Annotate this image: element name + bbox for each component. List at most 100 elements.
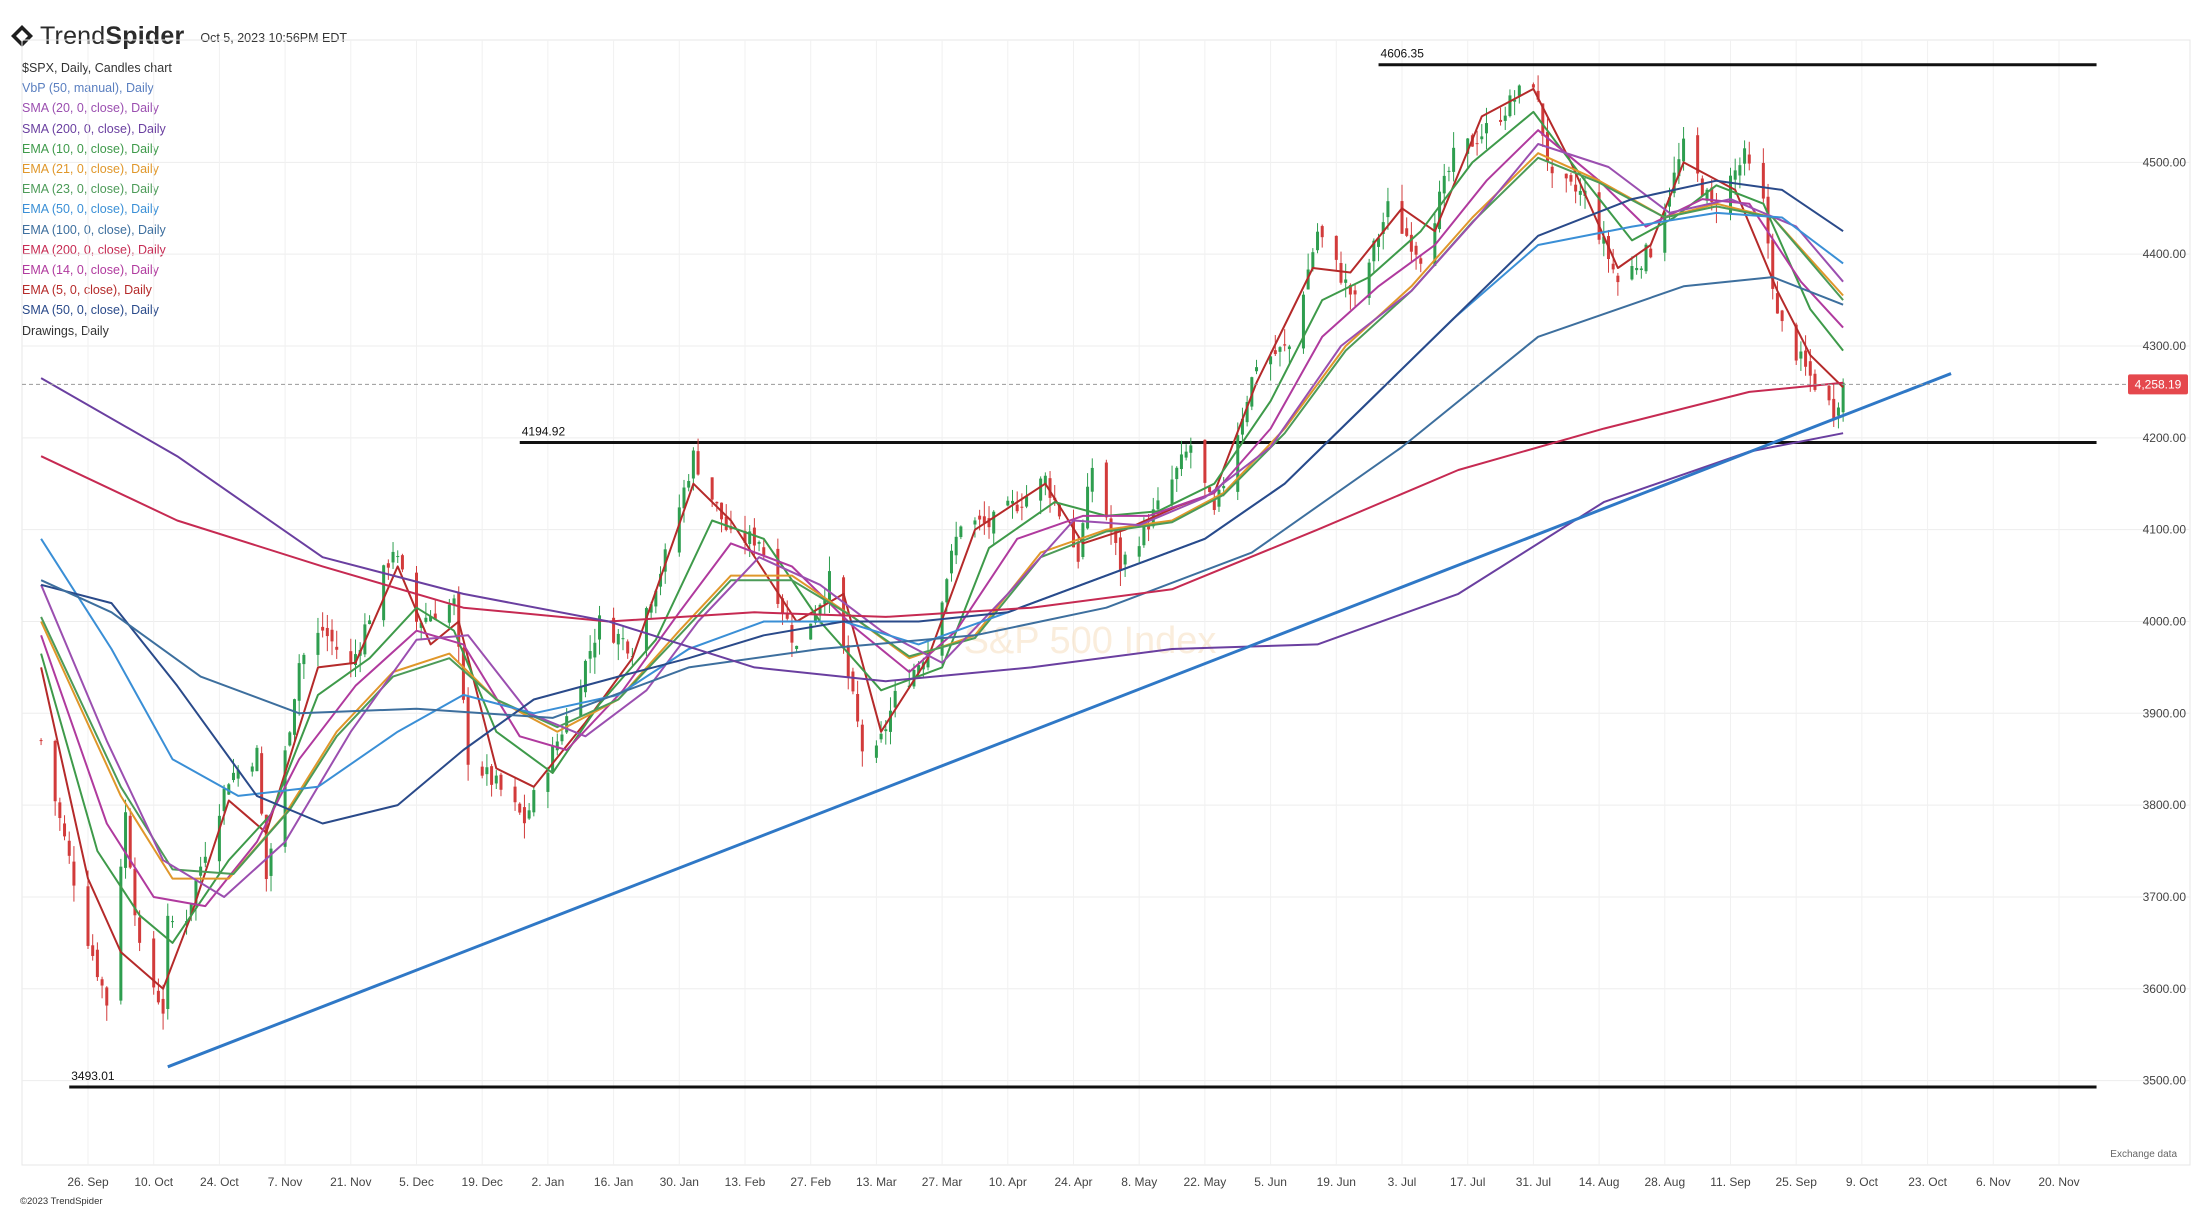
candle-body (1602, 236, 1606, 244)
candle (480, 761, 484, 779)
candle-body (349, 651, 353, 665)
candle (100, 976, 104, 999)
x-tick-label: 10. Apr (989, 1175, 1027, 1189)
candle-body (546, 772, 550, 792)
legend-item[interactable]: $SPX, Daily, Candles chart (22, 61, 172, 75)
candle (1804, 335, 1808, 376)
plot-area (21, 39, 2191, 1166)
candle-body (1743, 148, 1747, 164)
candle-body (1147, 524, 1151, 530)
candle (823, 587, 827, 616)
candle-body (691, 450, 695, 479)
candle-body (809, 623, 813, 640)
candle (1405, 217, 1409, 238)
candle (776, 538, 780, 609)
legend-item[interactable]: EMA (21, 0, close), Daily (22, 162, 159, 177)
candle-body (1484, 123, 1488, 134)
candle (1367, 258, 1371, 305)
candle-body (917, 665, 921, 674)
x-tick-label: 23. Oct (1908, 1175, 1947, 1189)
candle-body (335, 646, 339, 650)
candle (593, 628, 597, 674)
candle (1677, 142, 1681, 184)
candle (1508, 89, 1512, 118)
candle (490, 763, 494, 797)
candle (382, 564, 386, 627)
candle-body (1072, 519, 1075, 548)
candle-body (429, 616, 433, 622)
legend-item[interactable]: SMA (20, 0, close), Daily (22, 101, 159, 116)
legend-item[interactable]: EMA (10, 0, close), Daily (22, 141, 159, 156)
candle-body (424, 617, 428, 622)
candle (954, 521, 958, 565)
candle (466, 687, 470, 781)
legend-item[interactable]: EMA (50, 0, close), Daily (22, 202, 159, 217)
candle-body (217, 815, 221, 862)
candle-body (1015, 504, 1019, 512)
legend-item[interactable]: SMA (50, 0, close), Daily (22, 303, 159, 318)
candle (119, 858, 123, 1005)
candle-body (1184, 451, 1188, 458)
candle (1475, 130, 1479, 156)
x-tick-label: 7. Nov (268, 1175, 303, 1189)
candle (353, 639, 357, 677)
candle-body (752, 527, 756, 546)
candle (325, 614, 329, 652)
candle-body (1344, 279, 1348, 283)
legend-item[interactable]: EMA (23, 0, close), Daily (22, 182, 159, 197)
candle-body (654, 590, 658, 607)
candle (696, 438, 700, 476)
candle (1780, 309, 1784, 332)
legend-item[interactable]: EMA (5, 0, close), Daily (22, 283, 152, 298)
candle (612, 607, 616, 644)
candle-body (1020, 506, 1024, 508)
legend-item[interactable]: SMA (200, 0, close), Daily (22, 121, 166, 136)
candle (949, 544, 953, 582)
candle-body (1827, 385, 1831, 401)
candle-body (527, 810, 531, 819)
candle (53, 739, 57, 816)
candle (1278, 346, 1282, 367)
candle (973, 517, 977, 538)
candle-body (419, 622, 423, 628)
candle-body (992, 511, 996, 534)
candle (1353, 284, 1357, 308)
candle-body (1597, 192, 1601, 240)
legend-item[interactable]: EMA (14, 0, close), Daily (22, 263, 159, 278)
legend-item[interactable]: EMA (200, 0, close), Daily (22, 242, 166, 257)
candle-body (1301, 294, 1305, 349)
candle-body (593, 642, 597, 658)
candle-body (710, 477, 714, 500)
candle (1255, 359, 1259, 375)
legend-item[interactable]: Drawings, Daily (22, 323, 109, 338)
legend-item[interactable]: EMA (100, 0, close), Daily (22, 222, 166, 237)
candle-body (1409, 234, 1413, 252)
horizontal-level-label: 4194.92 (522, 424, 566, 438)
candle-body (748, 531, 752, 544)
candle (363, 613, 367, 658)
candle-body (1010, 500, 1014, 504)
candle (1245, 395, 1249, 427)
candle (316, 617, 320, 667)
candle-body (560, 734, 564, 742)
candle (105, 986, 109, 1021)
y-tick-label: 4400.00 (2143, 247, 2187, 261)
candle-body (39, 740, 43, 742)
candle-body (1414, 245, 1418, 255)
candle-body (1156, 500, 1160, 510)
candle (1639, 266, 1643, 279)
copyright-footer: ©2023 TrendSpider (20, 1196, 103, 1207)
candle-body (1611, 263, 1615, 270)
candle-body (400, 555, 404, 570)
candle-body (490, 766, 494, 785)
candle (522, 794, 526, 839)
candle-body (1804, 350, 1808, 367)
candle-body (292, 699, 296, 735)
candle (546, 766, 550, 809)
candle-body (1348, 285, 1352, 295)
x-tick-label: 19. Dec (462, 1175, 503, 1189)
candle-body (1287, 346, 1291, 350)
candle (1217, 488, 1221, 512)
candle (1480, 124, 1484, 144)
